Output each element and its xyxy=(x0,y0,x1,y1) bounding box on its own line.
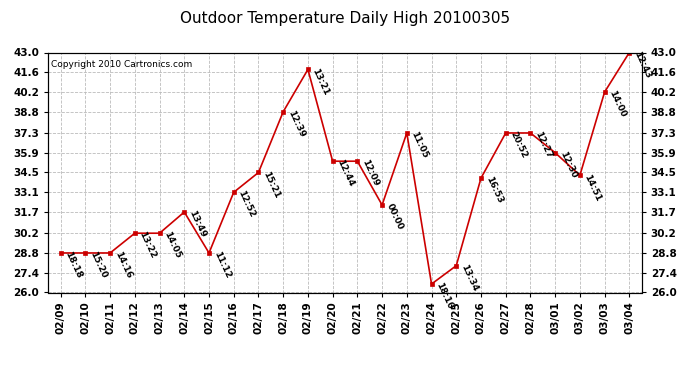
Text: 20:52: 20:52 xyxy=(509,130,529,160)
Text: 11:12: 11:12 xyxy=(212,250,232,280)
Text: 13:49: 13:49 xyxy=(187,209,208,239)
Text: 00:00: 00:00 xyxy=(385,202,405,231)
Text: 18:10: 18:10 xyxy=(434,281,455,311)
Text: 14:51: 14:51 xyxy=(582,172,603,202)
Text: 12:39: 12:39 xyxy=(286,109,306,139)
Text: 11:05: 11:05 xyxy=(410,130,430,160)
Text: 12:52: 12:52 xyxy=(237,189,257,219)
Text: 12:27: 12:27 xyxy=(533,130,553,160)
Text: 12:43: 12:43 xyxy=(632,50,653,80)
Text: 14:16: 14:16 xyxy=(113,250,133,280)
Text: 15:21: 15:21 xyxy=(262,170,282,200)
Text: 14:05: 14:05 xyxy=(162,230,183,260)
Text: 13:22: 13:22 xyxy=(137,230,158,260)
Text: Copyright 2010 Cartronics.com: Copyright 2010 Cartronics.com xyxy=(51,60,193,69)
Text: 12:09: 12:09 xyxy=(360,158,380,188)
Text: 16:53: 16:53 xyxy=(484,176,504,205)
Text: Outdoor Temperature Daily High 20100305: Outdoor Temperature Daily High 20100305 xyxy=(180,11,510,26)
Text: 18:18: 18:18 xyxy=(63,250,83,280)
Text: 13:34: 13:34 xyxy=(459,263,480,293)
Text: 13:21: 13:21 xyxy=(310,67,331,96)
Text: 12:44: 12:44 xyxy=(335,158,356,188)
Text: 14:00: 14:00 xyxy=(607,89,628,119)
Text: 12:30: 12:30 xyxy=(558,150,578,180)
Text: 15:20: 15:20 xyxy=(88,250,108,280)
